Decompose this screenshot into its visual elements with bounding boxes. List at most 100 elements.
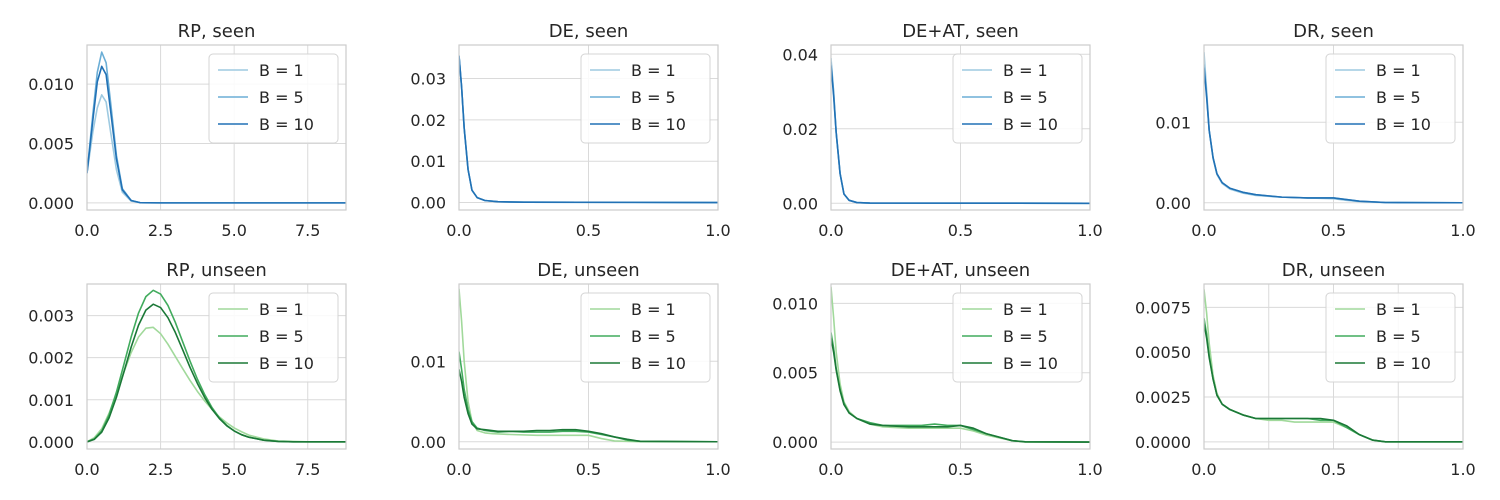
legend-label: B = 10 [1376, 115, 1431, 134]
series-line-1 [831, 286, 1090, 443]
legend-box [952, 53, 1083, 144]
legend: B = 1 B = 5 B = 10 [208, 53, 339, 144]
y-tick-label: 0.00 [410, 194, 446, 213]
y-tick-label: 0.0025 [1135, 388, 1191, 407]
axes-frame [86, 44, 347, 211]
y-tick-label: 0.01 [1155, 113, 1191, 132]
legend: B = 1 B = 5 B = 10 [208, 292, 339, 383]
series-line-3 [831, 337, 1090, 443]
legend-label: B = 10 [631, 115, 686, 134]
legend: B = 1 B = 5 B = 10 [1325, 292, 1456, 383]
subplot-6: DE+AT, unseen 0.0 0.5 1.0 0.000 0.005 0.010 B =… [772, 260, 1103, 479]
x-tick-label: 0.0 [818, 460, 843, 479]
subplot-title: DE+AT, unseen [891, 260, 1030, 281]
y-tick-label: 0.000 [28, 433, 74, 452]
legend-label: B = 5 [1003, 327, 1048, 346]
x-tick-label: 0.5 [576, 221, 601, 240]
legend-box [580, 53, 711, 144]
x-tick-label: 2.5 [148, 221, 173, 240]
y-tick-label: 0.00 [410, 433, 446, 452]
y-tick-label: 0.04 [782, 45, 818, 64]
x-tick-label: 0.0 [74, 460, 99, 479]
legend-label: B = 1 [1003, 61, 1048, 80]
legend-label: B = 5 [631, 88, 676, 107]
legend-label: B = 1 [259, 300, 304, 319]
x-tick-label: 0.5 [1321, 460, 1346, 479]
y-tick-label: 0.005 [28, 135, 74, 154]
y-tick-label: 0.0050 [1135, 343, 1191, 362]
y-tick-label: 0.0000 [1135, 433, 1191, 452]
subplot-0: RP, seen 0.0 2.5 5.0 7.5 0.000 0.005 0.010 B = 1… [28, 21, 347, 240]
y-tick-label: 0.000 [28, 194, 74, 213]
legend-box [952, 292, 1083, 383]
subplot-4: RP, unseen 0.0 2.5 5.0 7.5 0.000 0.001 0.002 0.0… [28, 260, 347, 479]
axes-frame [458, 283, 719, 450]
y-tick-label: 0.010 [772, 294, 818, 313]
x-tick-label: 0.0 [446, 221, 471, 240]
x-tick-label: 1.0 [705, 460, 730, 479]
series-line-3 [831, 65, 1090, 205]
x-tick-label: 5.0 [221, 460, 246, 479]
legend-box [580, 292, 711, 383]
legend-label: B = 10 [1003, 354, 1058, 373]
y-tick-label: 0.010 [28, 75, 74, 94]
y-tick-label: 0.002 [28, 349, 74, 368]
legend: B = 1 B = 5 B = 10 [952, 53, 1083, 144]
legend-label: B = 5 [1003, 88, 1048, 107]
subplot-title: DE, seen [549, 21, 629, 42]
legend-box [208, 292, 339, 383]
legend-label: B = 1 [631, 300, 676, 319]
x-tick-label: 7.5 [295, 460, 320, 479]
x-tick-label: 1.0 [1450, 460, 1475, 479]
legend: B = 1 B = 5 B = 10 [580, 53, 711, 144]
legend: B = 1 B = 5 B = 10 [952, 292, 1083, 383]
y-tick-label: 0.005 [772, 364, 818, 383]
x-tick-label: 0.5 [948, 460, 973, 479]
y-tick-label: 0.000 [772, 433, 818, 452]
x-tick-label: 0.0 [818, 221, 843, 240]
y-tick-label: 0.0075 [1135, 298, 1191, 317]
y-tick-label: 0.03 [410, 69, 446, 88]
x-tick-label: 7.5 [295, 221, 320, 240]
series-line-1 [459, 288, 718, 443]
series-line-3 [459, 55, 718, 204]
subplot-title: DR, seen [1293, 21, 1374, 42]
y-tick-label: 0.001 [28, 391, 74, 410]
subplot-title: DE, unseen [537, 260, 639, 281]
legend-box [208, 53, 339, 144]
x-tick-label: 1.0 [1450, 221, 1475, 240]
legend-label: B = 1 [1376, 300, 1421, 319]
y-tick-label: 0.02 [782, 120, 818, 139]
x-tick-label: 1.0 [705, 221, 730, 240]
axes-frame [458, 44, 719, 211]
axes-frame [86, 283, 347, 450]
axes-frame [830, 283, 1091, 450]
legend-label: B = 5 [259, 327, 304, 346]
series-line-3 [1204, 67, 1463, 204]
x-tick-label: 0.0 [1191, 460, 1216, 479]
axes-frame [1203, 44, 1464, 211]
legend-label: B = 1 [259, 61, 304, 80]
legend: B = 1 B = 5 B = 10 [1325, 53, 1456, 144]
y-tick-label: 0.02 [410, 111, 446, 130]
axes-frame [1203, 283, 1464, 450]
x-tick-label: 5.0 [221, 221, 246, 240]
x-tick-label: 0.5 [948, 221, 973, 240]
legend-label: B = 1 [631, 61, 676, 80]
x-tick-label: 0.0 [1191, 221, 1216, 240]
legend-label: B = 10 [631, 354, 686, 373]
subplot-title: DR, unseen [1282, 260, 1386, 281]
subplot-title: RP, seen [178, 21, 256, 42]
legend-label: B = 5 [259, 88, 304, 107]
series-line-3 [87, 65, 346, 204]
legend-label: B = 10 [259, 115, 314, 134]
y-tick-label: 0.00 [1155, 194, 1191, 213]
legend-box [1325, 53, 1456, 144]
x-tick-label: 1.0 [1077, 460, 1102, 479]
axes-frame [830, 44, 1091, 211]
subplot-title: RP, unseen [166, 260, 267, 281]
legend-label: B = 10 [1003, 115, 1058, 134]
